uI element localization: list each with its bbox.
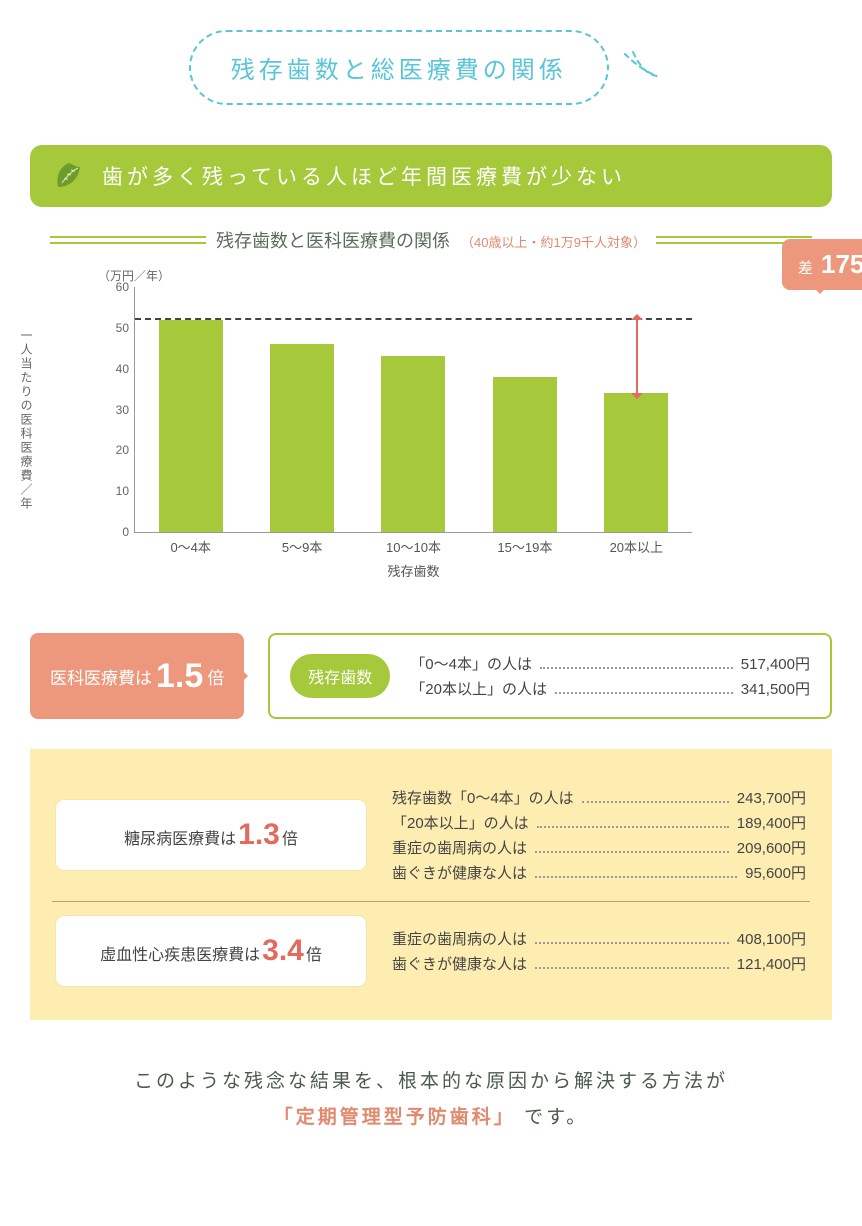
reference-line xyxy=(135,318,692,320)
bar-chart: （万円／年） 一人当たりの医科医療費／年 残存歯数 01020304050600… xyxy=(70,283,822,603)
kv-value: 341,500円 xyxy=(741,678,810,699)
speech-bubble-title: 残存歯数と総医療費の関係 xyxy=(231,57,567,84)
hl-suffix: 倍 xyxy=(207,664,224,689)
x-tick: 5～9本 xyxy=(262,537,342,556)
kv-row: 「0～4本」の人は 517,400円 xyxy=(410,653,810,674)
info-suffix: 倍 xyxy=(282,831,298,848)
kv-row: 重症の歯周病の人は 209,600円 xyxy=(392,837,806,858)
kv-key: 「0～4本」の人は xyxy=(410,653,532,674)
highlight-kv-list: 「0～4本」の人は 517,400円「20本以上」の人は 341,500円 xyxy=(410,649,810,703)
bar xyxy=(159,320,223,532)
callout-value: 175,900 xyxy=(821,249,862,279)
y-axis-label: 一人当たりの医科医療費／年 xyxy=(18,329,35,511)
chart-plot-area: 残存歯数 01020304050600～4本5～9本10～10本15～19本20… xyxy=(134,287,692,533)
kv-value: 95,600円 xyxy=(745,862,806,883)
x-tick: 10～10本 xyxy=(374,537,454,556)
y-tick: 10 xyxy=(101,484,129,498)
y-tick: 0 xyxy=(101,525,129,539)
speech-bubble: 残存歯数と総医療費の関係 xyxy=(189,30,609,105)
leaf-icon xyxy=(54,161,84,191)
difference-arrow xyxy=(636,320,638,394)
closing-line1: このような残念な結果を、根本的な原因から解決する方法が xyxy=(134,1071,728,1092)
x-tick: 0～4本 xyxy=(151,537,231,556)
subtitle-note: （40歳以上・約1万9千人対象） xyxy=(461,235,646,250)
closing-paragraph: このような残念な結果を、根本的な原因から解決する方法が 「定期管理型予防歯科」 … xyxy=(20,1064,842,1136)
kv-row: 「20本以上」の人は 189,400円 xyxy=(392,812,806,833)
kv-key: 「20本以上」の人は xyxy=(410,678,547,699)
bars-container xyxy=(135,287,692,532)
y-tick: 50 xyxy=(101,321,129,335)
kv-key: 重症の歯周病の人は xyxy=(392,837,527,858)
info-row: 糖尿病医療費は1.3倍 残存歯数「0～4本」の人は 243,700円「20本以上」の… xyxy=(56,783,806,887)
info-row: 虚血性心疾患医療費は3.4倍 重症の歯周病の人は 408,100円歯ぐきが健康な人は… xyxy=(56,916,806,986)
kv-value: 121,400円 xyxy=(737,953,806,974)
highlight-right: 残存歯数 「0～4本」の人は 517,400円「20本以上」の人は 341,500円 xyxy=(268,633,832,719)
info-prefix: 虚血性心疾患医療費は xyxy=(100,947,260,964)
subtitle-main: 残存歯数と医科医療費の関係 xyxy=(216,231,450,251)
headline-text: 歯が多く残っている人ほど年間医療費が少ない xyxy=(102,161,626,191)
highlight-left: 医科医療費は 1.5 倍 xyxy=(30,633,244,719)
kv-key: 「20本以上」の人は xyxy=(392,812,529,833)
pill-label: 残存歯数 xyxy=(290,654,390,698)
info-divider xyxy=(52,901,810,902)
y-tick: 60 xyxy=(101,280,129,294)
y-tick: 40 xyxy=(101,362,129,376)
info-left-card: 虚血性心疾患医療費は3.4倍 xyxy=(56,916,366,986)
headline-bar: 歯が多く残っている人ほど年間医療費が少ない xyxy=(30,145,832,207)
info-prefix: 糖尿病医療費は xyxy=(124,831,236,848)
bar xyxy=(493,377,557,532)
kv-value: 189,400円 xyxy=(737,812,806,833)
closing-suffix: です。 xyxy=(524,1107,588,1128)
chart-subtitle: 残存歯数と医科医療費の関係 （40歳以上・約1万9千人対象） xyxy=(40,227,822,253)
kv-key: 残存歯数「0～4本」の人は xyxy=(392,787,574,808)
bar xyxy=(270,344,334,532)
highlight-row: 医科医療費は 1.5 倍 残存歯数 「0～4本」の人は 517,400円「20本以… xyxy=(30,633,832,719)
bar xyxy=(604,393,668,532)
hl-prefix: 医科医療費は xyxy=(50,664,152,689)
difference-callout: 差 175,900円 xyxy=(782,239,862,290)
kv-row: 残存歯数「0～4本」の人は 243,700円 xyxy=(392,787,806,808)
kv-key: 重症の歯周病の人は xyxy=(392,928,527,949)
kv-value: 243,700円 xyxy=(737,787,806,808)
bar xyxy=(381,356,445,532)
info-right-list: 重症の歯周病の人は 408,100円歯ぐきが健康な人は 121,400円 xyxy=(392,924,806,978)
kv-value: 408,100円 xyxy=(737,928,806,949)
x-tick: 20本以上 xyxy=(596,537,676,556)
speech-bubble-wrap: 残存歯数と総医療費の関係 xyxy=(0,30,862,105)
y-tick: 30 xyxy=(101,403,129,417)
kv-row: 歯ぐきが健康な人は 95,600円 xyxy=(392,862,806,883)
callout-prefix: 差 xyxy=(798,260,813,277)
kv-key: 歯ぐきが健康な人は xyxy=(392,862,527,883)
info-suffix: 倍 xyxy=(306,947,322,964)
hl-value: 1.5 xyxy=(156,657,203,696)
info-value: 1.3 xyxy=(238,818,280,851)
closing-accent: 「定期管理型予防歯科」 xyxy=(274,1107,516,1128)
kv-row: 「20本以上」の人は 341,500円 xyxy=(410,678,810,699)
kv-row: 歯ぐきが健康な人は 121,400円 xyxy=(392,953,806,974)
kv-row: 重症の歯周病の人は 408,100円 xyxy=(392,928,806,949)
info-block: 糖尿病医療費は1.3倍残存歯数「0～4本」の人は243,700円「20本以上」の… xyxy=(30,749,832,1020)
kv-value: 209,600円 xyxy=(737,837,806,858)
info-left-card: 糖尿病医療費は1.3倍 xyxy=(56,800,366,870)
info-value: 3.4 xyxy=(262,934,304,967)
y-tick: 20 xyxy=(101,443,129,457)
x-tick: 15～19本 xyxy=(485,537,565,556)
info-right-list: 残存歯数「0～4本」の人は 243,700円「20本以上」の人は 189,400円重… xyxy=(392,783,806,887)
speech-bubble-tail-icon xyxy=(613,50,673,78)
x-axis-label: 残存歯数 xyxy=(387,561,439,580)
kv-key: 歯ぐきが健康な人は xyxy=(392,953,527,974)
kv-value: 517,400円 xyxy=(741,653,810,674)
